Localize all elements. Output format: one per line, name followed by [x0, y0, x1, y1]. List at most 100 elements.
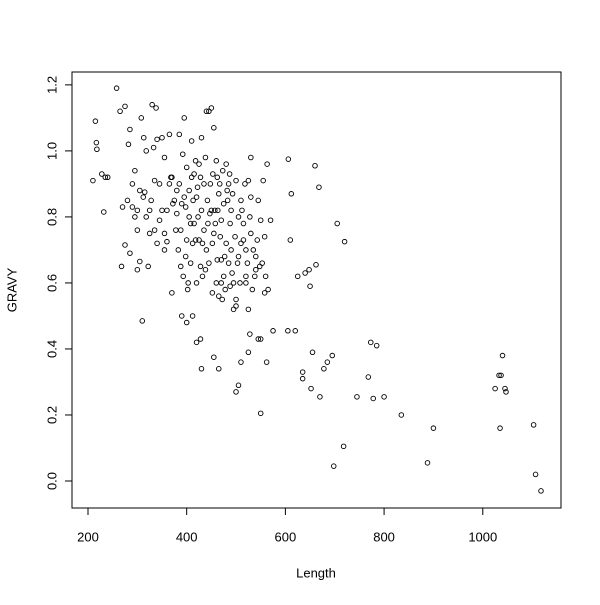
point	[292, 328, 299, 334]
point	[499, 352, 506, 359]
point	[329, 352, 336, 359]
point	[309, 349, 316, 356]
point	[154, 136, 160, 143]
point	[243, 280, 249, 286]
point	[324, 359, 331, 365]
point	[180, 273, 186, 280]
point	[260, 177, 266, 184]
point	[151, 177, 158, 184]
point	[306, 266, 312, 273]
point	[92, 118, 99, 124]
point	[230, 280, 237, 286]
point	[196, 237, 202, 243]
point	[149, 101, 155, 108]
point	[220, 200, 227, 207]
point	[227, 283, 233, 289]
point	[217, 181, 223, 187]
point	[198, 366, 205, 372]
point	[140, 194, 147, 200]
point	[198, 207, 205, 214]
point	[161, 247, 168, 253]
point	[138, 115, 145, 121]
point	[141, 189, 148, 195]
point	[134, 207, 141, 214]
point	[248, 194, 254, 200]
point	[497, 425, 503, 431]
point	[245, 177, 252, 184]
point	[189, 240, 196, 247]
point	[317, 394, 323, 400]
point	[213, 158, 220, 164]
point	[178, 263, 184, 270]
point	[259, 260, 265, 266]
point	[192, 237, 199, 243]
point	[183, 319, 190, 326]
point	[198, 134, 205, 141]
point	[188, 174, 195, 181]
point	[243, 273, 249, 280]
point	[238, 197, 244, 204]
point	[217, 233, 223, 240]
point	[176, 131, 183, 138]
point	[134, 227, 141, 233]
point	[262, 273, 269, 280]
point	[253, 266, 259, 273]
y-axis-title: GRAVY	[4, 267, 19, 312]
point	[173, 227, 179, 233]
point	[178, 227, 184, 233]
y-tick-label: 0.8	[44, 208, 59, 226]
point	[238, 240, 244, 247]
point	[313, 262, 319, 268]
point	[245, 306, 252, 313]
point	[211, 125, 217, 131]
point	[187, 260, 194, 266]
y-tick-label: 0.0	[44, 472, 59, 490]
point	[218, 280, 224, 286]
point	[239, 207, 245, 214]
point	[235, 382, 242, 389]
point	[197, 263, 204, 270]
point	[244, 260, 251, 266]
point	[257, 217, 264, 223]
point	[218, 217, 224, 223]
point	[250, 247, 257, 253]
x-tick-label: 600	[275, 529, 297, 544]
point	[270, 328, 276, 334]
plot-box	[71, 71, 562, 509]
y-tick-label: 1.0	[44, 142, 59, 160]
point	[184, 286, 191, 293]
point	[257, 336, 264, 342]
y-tick-label: 1.2	[44, 76, 59, 94]
point	[288, 191, 295, 197]
point	[117, 108, 123, 115]
point	[502, 385, 508, 392]
point	[170, 200, 176, 207]
point	[263, 359, 270, 365]
point	[211, 230, 217, 237]
point	[127, 126, 133, 133]
point	[261, 290, 268, 296]
point	[132, 167, 138, 174]
point	[219, 167, 226, 174]
point	[146, 207, 153, 214]
point	[161, 230, 168, 237]
y-tick-label: 0.6	[44, 274, 59, 292]
point	[220, 273, 227, 280]
point	[189, 313, 196, 319]
point	[373, 342, 380, 349]
point	[164, 238, 170, 245]
point	[219, 296, 225, 303]
point	[209, 240, 216, 247]
point	[197, 174, 204, 181]
point	[302, 270, 308, 276]
point	[238, 359, 244, 365]
point	[199, 240, 206, 247]
point	[341, 238, 348, 245]
point	[225, 181, 232, 187]
point	[207, 181, 214, 187]
point	[181, 194, 187, 200]
point	[174, 210, 180, 217]
point	[316, 184, 322, 190]
point	[192, 158, 199, 164]
point	[137, 258, 143, 265]
